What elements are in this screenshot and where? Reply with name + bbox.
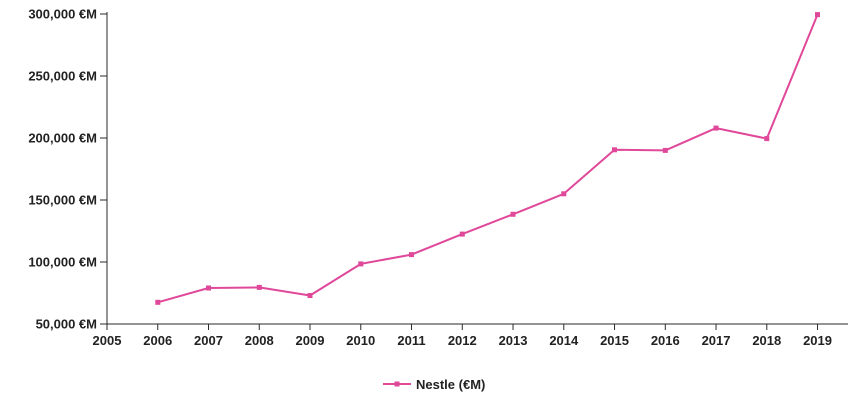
data-point[interactable] bbox=[662, 147, 668, 153]
data-point[interactable] bbox=[561, 191, 567, 197]
data-point[interactable] bbox=[612, 147, 617, 153]
data-point[interactable] bbox=[409, 252, 414, 258]
series-layer bbox=[155, 12, 820, 305]
data-point[interactable] bbox=[815, 12, 820, 18]
x-tick-label: 2008 bbox=[245, 333, 274, 348]
x-tick-label: 2005 bbox=[93, 333, 122, 348]
legend-label: Nestle (€M) bbox=[416, 377, 485, 392]
x-tick-label: 2018 bbox=[752, 333, 781, 348]
x-tick-label: 2019 bbox=[803, 333, 832, 348]
x-tick-label: 2016 bbox=[651, 333, 680, 348]
data-point[interactable] bbox=[307, 293, 313, 298]
series-line bbox=[157, 14, 819, 304]
x-tick-label: 2012 bbox=[448, 333, 477, 348]
data-point[interactable] bbox=[713, 125, 719, 131]
y-tick-label: 200,000 €M bbox=[28, 131, 97, 146]
x-tick-label: 2007 bbox=[194, 333, 223, 348]
data-point[interactable] bbox=[510, 211, 516, 217]
data-point[interactable] bbox=[206, 285, 211, 291]
data-point[interactable] bbox=[459, 231, 465, 237]
y-tick-label: 100,000 €M bbox=[28, 255, 97, 270]
x-tick-label: 2014 bbox=[549, 333, 579, 348]
data-point[interactable] bbox=[256, 284, 262, 290]
legend-marker bbox=[394, 381, 400, 387]
y-tick-label: 50,000 €M bbox=[36, 317, 97, 332]
data-point[interactable] bbox=[358, 261, 364, 267]
y-tick-label: 300,000 €M bbox=[28, 7, 97, 22]
x-tick-label: 2009 bbox=[296, 333, 325, 348]
x-tick-label: 2015 bbox=[600, 333, 629, 348]
data-point[interactable] bbox=[764, 136, 770, 142]
axes-layer: 50,000 €M 100,000 €M 150,000 €M 200,000 €M 2… bbox=[28, 7, 848, 348]
x-tick-label: 2017 bbox=[702, 333, 731, 348]
y-tick-label: 150,000 €M bbox=[28, 193, 97, 208]
y-tick-label: 250,000 €M bbox=[28, 69, 97, 84]
x-tick-label: 2006 bbox=[143, 333, 172, 348]
x-tick-label: 2013 bbox=[499, 333, 528, 348]
legend[interactable]: Nestle (€M) bbox=[383, 377, 485, 392]
x-tick-label: 2011 bbox=[397, 333, 425, 348]
data-point[interactable] bbox=[155, 299, 161, 305]
x-tick-label: 2010 bbox=[346, 333, 375, 348]
